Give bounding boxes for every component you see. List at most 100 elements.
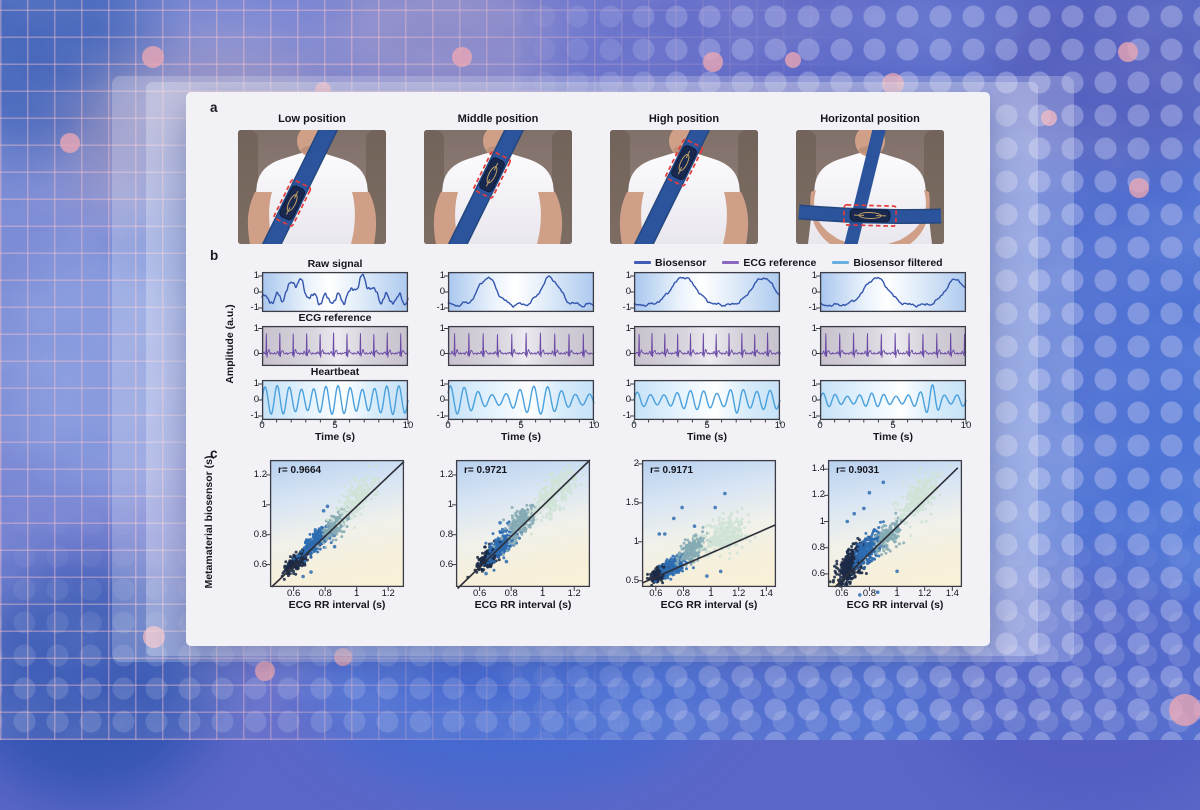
pink-circle	[703, 52, 723, 72]
xtick-label: 10	[589, 420, 600, 431]
signal-plot-title: Raw signal	[262, 258, 408, 272]
xtick-label: 10	[961, 420, 972, 431]
photo-title: High position	[610, 110, 758, 130]
ytick-label: 1	[245, 323, 259, 334]
ytick-label: 1	[431, 323, 445, 334]
ytick-label: 0	[431, 286, 445, 297]
signal-plot-title	[634, 312, 780, 326]
pink-circle	[1169, 694, 1200, 726]
r-value-label: r= 0.9721	[464, 465, 507, 476]
pink-circle	[1129, 178, 1149, 198]
scatter-xtick-label: 1	[894, 588, 899, 599]
time-axis-label: Time (s)	[262, 431, 408, 445]
scatter-ytick-label: 1.5	[622, 497, 639, 508]
time-axis-label: Time (s)	[820, 431, 966, 445]
signal-plot-title	[634, 366, 780, 380]
signal-trace-svg	[634, 380, 780, 420]
signal-plot-title	[448, 312, 594, 326]
signal-plot-title	[820, 258, 966, 272]
photo-column: Low position	[238, 110, 386, 244]
ytick-label: 1	[803, 323, 817, 334]
scatter-xtick-label: 1	[354, 588, 359, 599]
scatter-points	[829, 464, 952, 597]
ecg-rr-axis-label: ECG RR interval (s)	[270, 599, 404, 613]
seatbelt-photo-svg	[238, 130, 386, 244]
scatter-ytick-label: 1	[250, 499, 267, 510]
scatter-xtick-label: 0.8	[505, 588, 518, 599]
signal-trace-svg	[634, 272, 780, 312]
signal-plot-title: ECG reference	[262, 312, 408, 326]
seatbelt-photo-svg	[796, 130, 944, 244]
signal-trace	[262, 333, 408, 358]
signal-plot-title	[448, 258, 594, 272]
scatter-points	[466, 465, 584, 579]
xtick-label: 5	[518, 420, 523, 431]
pink-circle	[255, 661, 275, 681]
ytick-label: 0	[431, 348, 445, 359]
ytick-label: 0	[617, 286, 631, 297]
signal-trace-svg	[820, 326, 966, 366]
pink-circle	[60, 133, 80, 153]
ytick-label: 0	[245, 348, 259, 359]
ytick-label: -1	[245, 410, 259, 421]
scatter-ytick-label: 0.8	[808, 542, 825, 553]
photo-column: Horizontal position	[796, 110, 944, 244]
regression-line	[835, 468, 958, 587]
signal-trace-svg	[448, 272, 594, 312]
r-value-label: r= 0.9664	[278, 465, 321, 476]
signal-trace	[448, 276, 594, 307]
xtick-label: 5	[704, 420, 709, 431]
ytick-label: 0	[617, 348, 631, 359]
signal-trace-svg	[448, 380, 594, 420]
signal-trace	[262, 274, 408, 304]
r-value-label: r= 0.9031	[836, 465, 879, 476]
photo-title: Horizontal position	[796, 110, 944, 130]
signal-plot-title	[634, 258, 780, 272]
scatter-xtick-label: 1	[708, 588, 713, 599]
scatter-ytick-label: 1.2	[250, 469, 267, 480]
xtick-label: 0	[817, 420, 822, 431]
signal-trace	[448, 333, 594, 357]
xtick-label: 0	[631, 420, 636, 431]
signal-trace-svg	[262, 326, 408, 366]
photo-column: High position	[610, 110, 758, 244]
scatter-ytick-label: 0.6	[436, 559, 453, 570]
ytick-label: 1	[803, 378, 817, 389]
ytick-label: 1	[617, 270, 631, 281]
scatter-ytick-label: 1.2	[808, 489, 825, 500]
scatter-ytick-label: 0.6	[250, 559, 267, 570]
ytick-label: 0	[803, 348, 817, 359]
signal-trace	[820, 385, 966, 413]
signal-trace	[820, 333, 966, 358]
scatter-xtick-label: 1.4	[760, 588, 773, 599]
xtick-label: 0	[445, 420, 450, 431]
page: { "figure": { "panel_a": { "label": "a",…	[0, 0, 1200, 740]
signal-trace-svg	[448, 326, 594, 366]
ytick-label: -1	[617, 302, 631, 313]
scatter-xtick-label: 1.4	[946, 588, 959, 599]
xtick-label: 5	[890, 420, 895, 431]
scatter-svg	[828, 460, 962, 587]
ytick-label: 1	[431, 378, 445, 389]
xtick-label: 5	[332, 420, 337, 431]
ytick-label: 1	[245, 270, 259, 281]
ytick-label: 0	[803, 394, 817, 405]
signal-trace	[262, 386, 408, 415]
